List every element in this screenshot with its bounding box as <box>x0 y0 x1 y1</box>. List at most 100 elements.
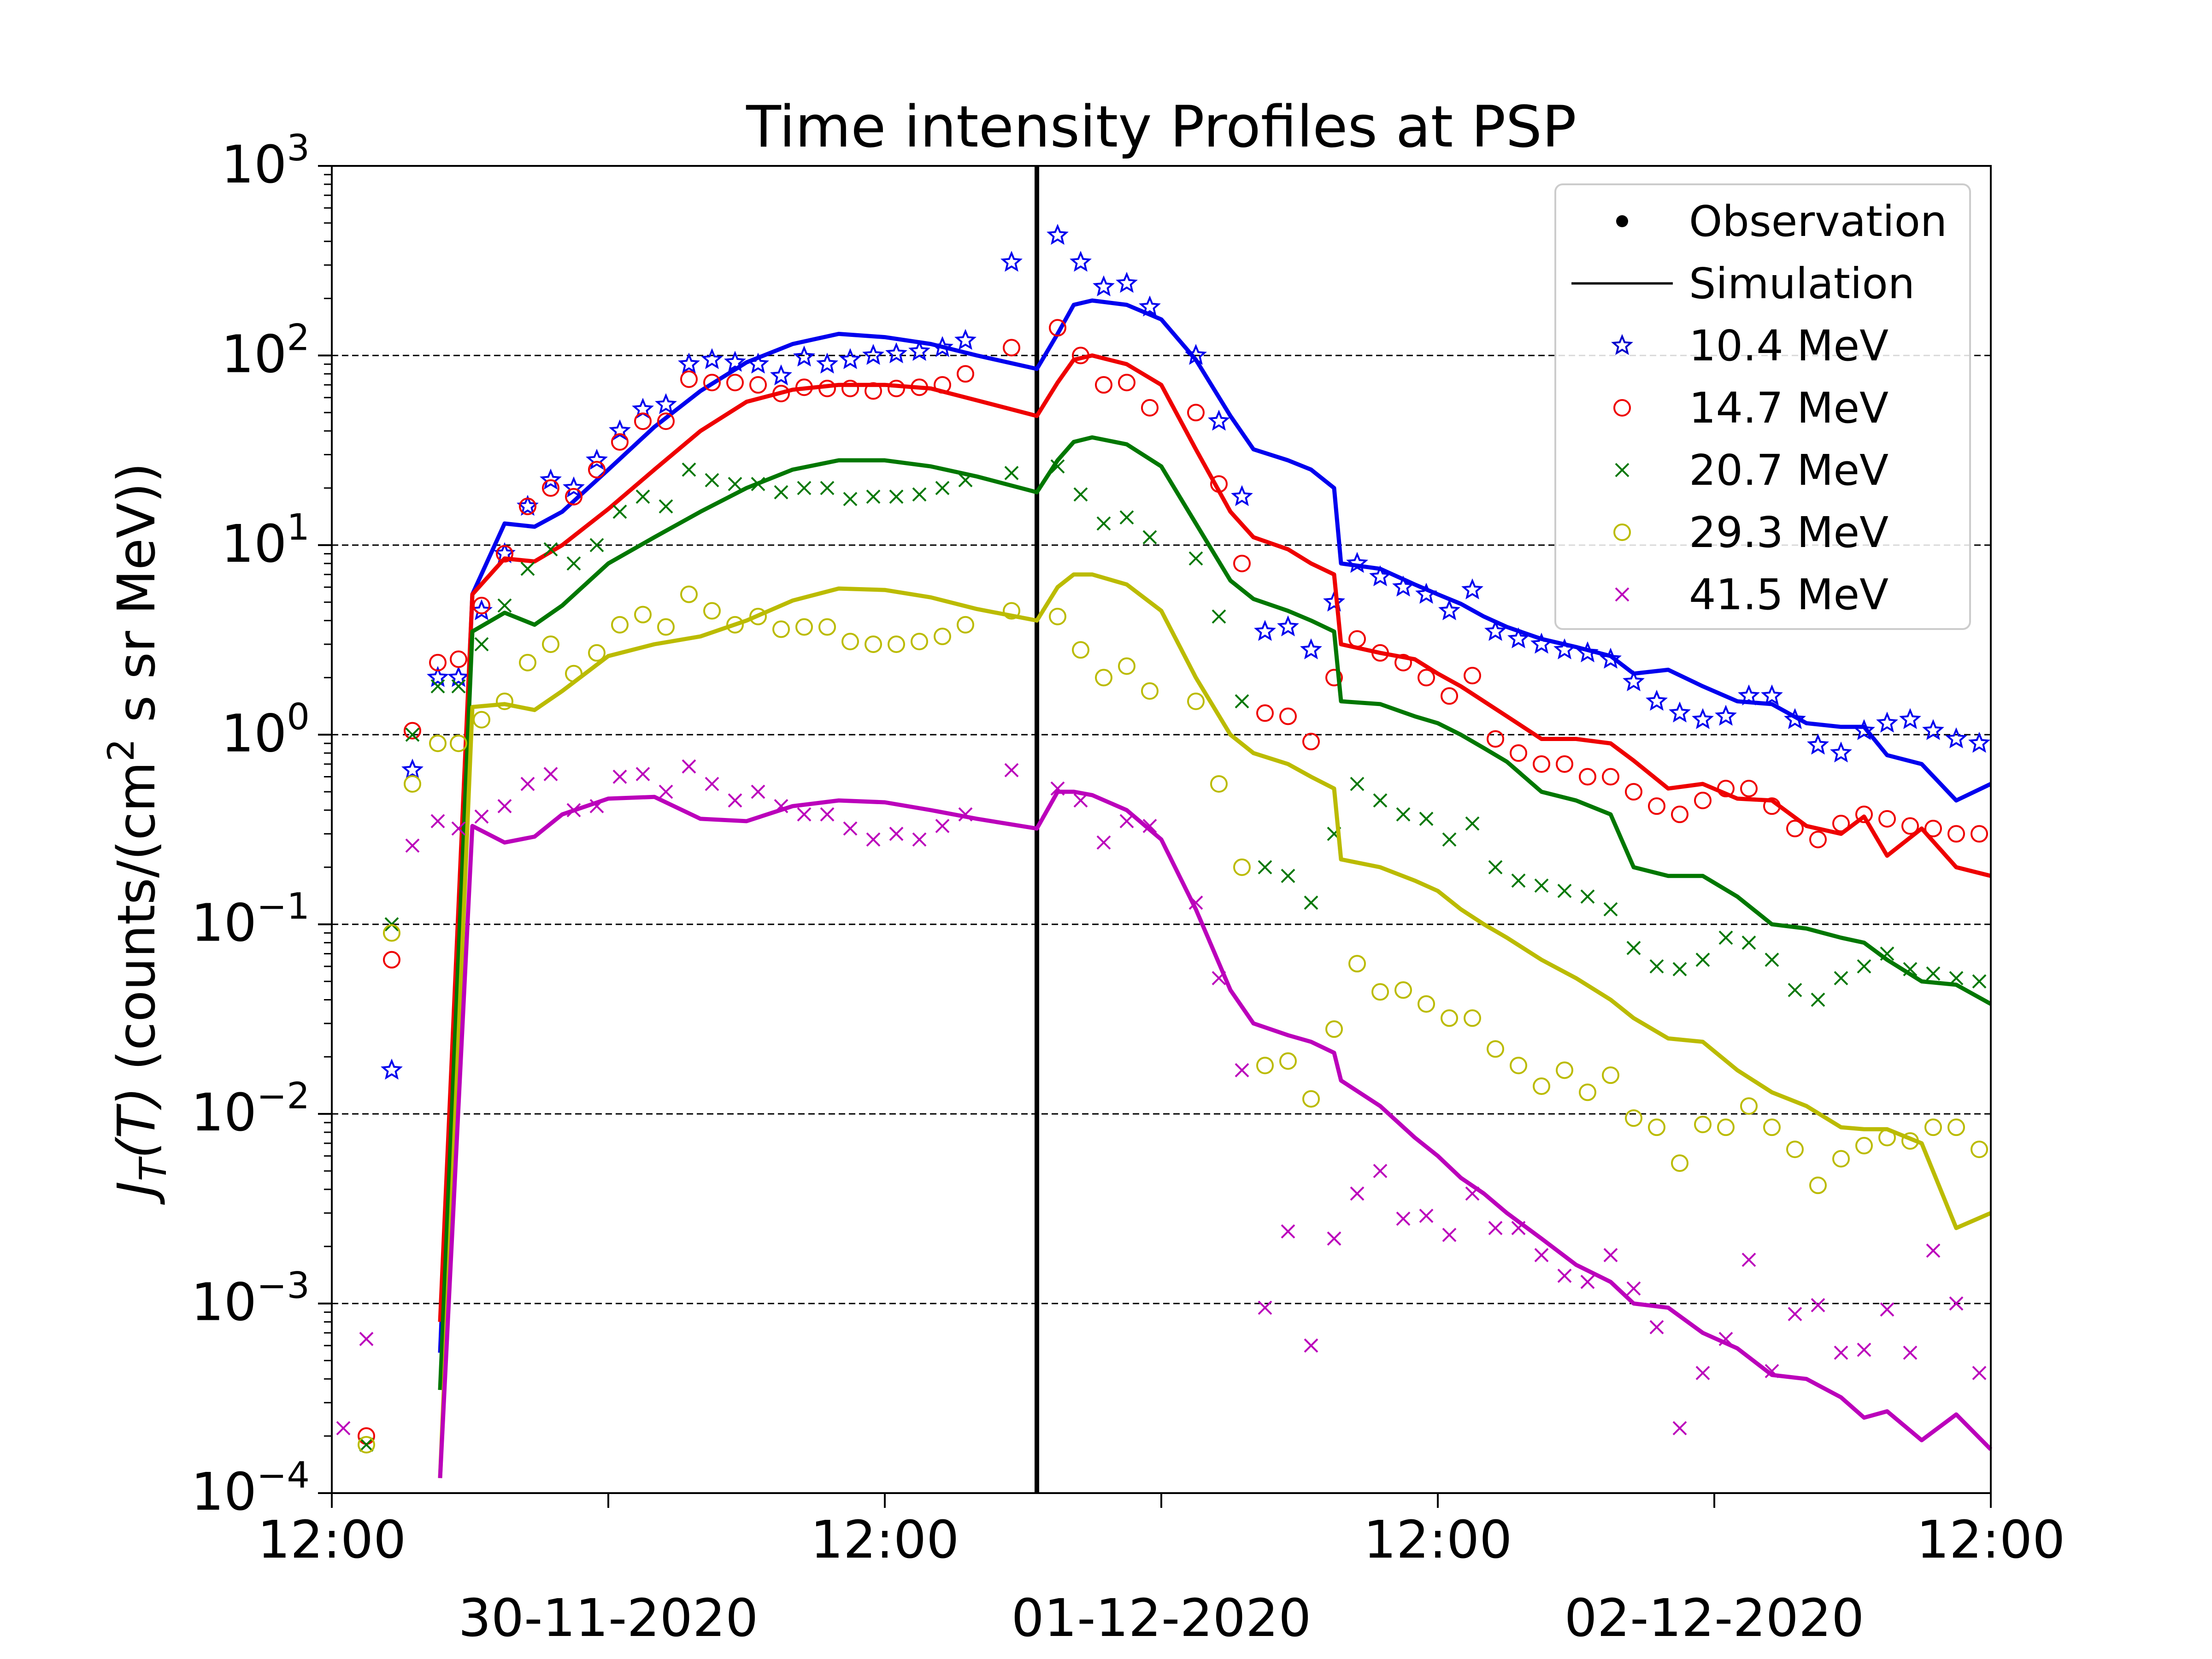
legend-label: 14.7 MeV <box>1689 383 1888 433</box>
observation-point-14_7-mev <box>1072 347 1089 365</box>
marker-stroke <box>1281 869 1295 883</box>
marker-stroke <box>1811 1298 1825 1312</box>
observation-point-10_4-mev <box>1530 632 1553 654</box>
marker-stroke <box>1765 1364 1779 1378</box>
observation-point-20_7-mev <box>1811 993 1825 1007</box>
observation-point-20_7-mev <box>1857 959 1871 974</box>
observation-point-41_5-mev <box>1073 793 1088 808</box>
marker-stroke <box>843 821 858 836</box>
observation-point-29_3-mev <box>957 616 974 634</box>
observation-point-29_3-mev <box>1533 1077 1550 1095</box>
observation-point-29_3-mev <box>634 606 652 624</box>
observation-point-41_5-mev <box>889 826 904 841</box>
observation-point-10_4-mev <box>427 666 449 687</box>
observation-point-29_3-mev <box>1740 1097 1758 1115</box>
observation-point-14_7-mev <box>1371 644 1389 662</box>
marker-stroke <box>958 473 973 488</box>
observation-point-10_4-mev <box>1876 712 1898 733</box>
observation-point-20_7-mev <box>497 598 512 613</box>
marker-stroke <box>1834 971 1848 985</box>
x-tick-label: 12:00 <box>1917 1510 2065 1570</box>
marker-stroke <box>474 809 489 824</box>
observation-point-20_7-mev <box>1304 895 1318 910</box>
observation-point-20_7-mev <box>797 481 812 495</box>
observation-point-20_7-mev <box>820 481 835 495</box>
observation-point-20_7-mev <box>1188 551 1203 566</box>
observation-point-10_4-mev <box>678 353 700 374</box>
observation-point-41_5-mev <box>1949 1296 1964 1311</box>
observation-point-20_7-mev <box>1050 459 1065 474</box>
marker-stroke <box>1811 993 1825 1007</box>
observation-point-10_4-mev <box>1047 224 1069 245</box>
legend-entry: 10.4 MeV <box>1611 321 1888 371</box>
observation-point-10_4-mev <box>1715 705 1737 726</box>
marker-stroke <box>1626 941 1641 955</box>
legend-marker <box>1616 215 1628 227</box>
marker-stroke <box>612 770 627 784</box>
observation-point-20_7-mev <box>635 489 650 504</box>
legend-entry: Observation <box>1616 197 1947 246</box>
marker-stroke <box>1188 895 1203 910</box>
observation-point-10_4-mev <box>609 419 631 441</box>
observation-point-10_4-mev <box>1623 670 1645 692</box>
legend-label: Simulation <box>1689 259 1915 308</box>
observation-point-41_5-mev <box>1857 1342 1871 1357</box>
marker-stroke <box>1580 1275 1595 1289</box>
observation-point-10_4-mev <box>1185 344 1207 365</box>
y-tick-label: 100 <box>221 696 310 764</box>
observation-point-41_5-mev <box>1765 1364 1779 1378</box>
observation-point-14_7-mev <box>1809 830 1827 848</box>
marker-stroke <box>497 598 512 613</box>
observation-point-10_4-mev <box>793 345 815 367</box>
observation-point-29_3-mev <box>1464 1009 1481 1027</box>
observation-point-14_7-mev <box>1394 653 1412 671</box>
observation-point-41_5-mev <box>1695 1365 1710 1380</box>
marker-stroke <box>1142 818 1157 833</box>
marker-stroke <box>543 767 558 782</box>
observation-point-10_4-mev <box>1577 641 1599 663</box>
observation-point-29_3-mev <box>1348 955 1366 973</box>
observation-point-20_7-mev <box>612 504 627 519</box>
observation-point-14_7-mev <box>473 597 490 615</box>
observation-point-10_4-mev <box>1392 575 1414 597</box>
marker-stroke <box>705 473 719 488</box>
observation-point-29_3-mev <box>911 633 928 651</box>
observation-point-29_3-mev <box>1901 1132 1919 1150</box>
observation-point-10_4-mev <box>1853 719 1875 740</box>
observation-point-10_4-mev <box>1945 727 1967 748</box>
observation-point-14_7-mev <box>404 722 421 740</box>
observation-point-20_7-mev <box>1419 812 1434 826</box>
observation-point-14_7-mev <box>1487 730 1504 748</box>
observation-point-41_5-mev <box>820 807 835 822</box>
observation-point-14_7-mev <box>1279 707 1297 725</box>
observation-point-14_7-mev <box>795 378 813 396</box>
observation-point-29_3-mev <box>1717 1118 1735 1136</box>
observation-point-29_3-mev <box>1556 1061 1573 1079</box>
legend-label: 10.4 MeV <box>1689 321 1888 371</box>
marker-stroke <box>1580 889 1595 904</box>
observation-point-14_7-mev <box>1118 374 1135 392</box>
observation-point-14_7-mev <box>1256 704 1274 722</box>
observation-point-10_4-mev <box>540 468 562 490</box>
observation-point-14_7-mev <box>818 379 836 397</box>
marker-stroke <box>1903 962 1918 977</box>
observation-point-41_5-mev <box>1442 1228 1457 1242</box>
x-tick-label: 12:00 <box>1364 1510 1512 1570</box>
observation-point-10_4-mev <box>885 342 907 364</box>
observation-point-41_5-mev <box>1580 1275 1595 1289</box>
observation-point-14_7-mev <box>1464 667 1481 685</box>
observation-point-41_5-mev <box>520 777 535 791</box>
marker-stroke <box>1350 777 1365 791</box>
observation-point-41_5-mev <box>612 770 627 784</box>
observation-point-41_5-mev <box>1488 1221 1503 1235</box>
observation-point-14_7-mev <box>1878 810 1896 828</box>
observation-point-41_5-mev <box>843 821 858 836</box>
observation-point-14_7-mev <box>1694 791 1712 809</box>
observation-point-29_3-mev <box>1118 657 1135 675</box>
observation-point-29_3-mev <box>726 616 744 634</box>
observation-point-14_7-mev <box>1947 825 1965 843</box>
observation-point-14_7-mev <box>680 370 698 388</box>
observation-point-20_7-mev <box>1557 883 1572 898</box>
observation-point-20_7-mev <box>520 561 535 576</box>
observation-point-29_3-mev <box>1394 981 1412 999</box>
